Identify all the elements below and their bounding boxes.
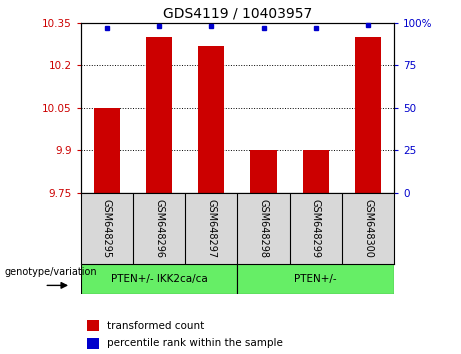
- Text: percentile rank within the sample: percentile rank within the sample: [107, 338, 283, 348]
- Bar: [146, 37, 172, 193]
- Text: GSM648297: GSM648297: [206, 199, 216, 258]
- Bar: [87, 338, 100, 349]
- Bar: [237, 264, 394, 294]
- Bar: [87, 320, 100, 331]
- Bar: [250, 150, 277, 193]
- Text: PTEN+/- IKK2ca/ca: PTEN+/- IKK2ca/ca: [111, 274, 207, 284]
- Text: GSM648298: GSM648298: [259, 199, 269, 258]
- Bar: [81, 264, 237, 294]
- Text: GSM648296: GSM648296: [154, 199, 164, 258]
- Bar: [198, 46, 225, 193]
- Bar: [94, 108, 120, 193]
- Bar: [303, 150, 329, 193]
- Text: GSM648299: GSM648299: [311, 199, 321, 258]
- Bar: [355, 37, 381, 193]
- Text: GSM648295: GSM648295: [102, 199, 112, 258]
- Text: PTEN+/-: PTEN+/-: [295, 274, 337, 284]
- Text: transformed count: transformed count: [107, 321, 205, 331]
- Title: GDS4119 / 10403957: GDS4119 / 10403957: [163, 6, 312, 21]
- Text: genotype/variation: genotype/variation: [4, 267, 97, 277]
- Text: GSM648300: GSM648300: [363, 199, 373, 258]
